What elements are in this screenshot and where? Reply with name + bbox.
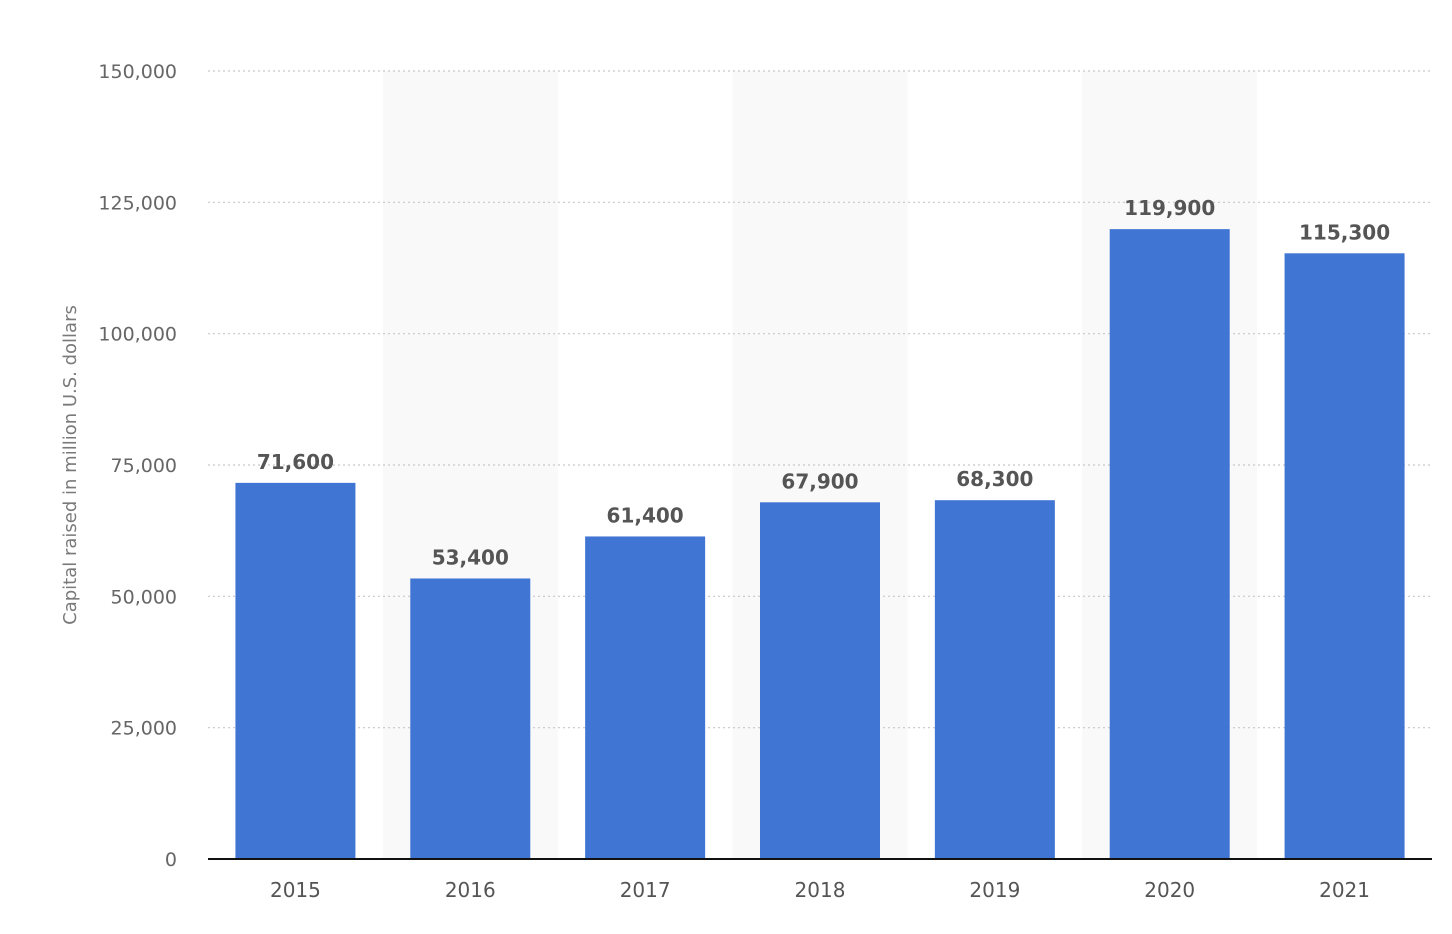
- x-tick-label: 2019: [969, 878, 1020, 902]
- y-tick-label: 50,000: [111, 586, 177, 608]
- x-tick-label: 2015: [270, 878, 321, 902]
- x-tick-label: 2020: [1144, 878, 1195, 902]
- value-label: 53,400: [432, 545, 509, 569]
- y-axis-ticks: 0 25,000 50,000 75,000 100,000 125,000 150,000: [98, 61, 177, 871]
- y-axis-title: Capital raised in million U.S. dollars: [60, 305, 81, 625]
- value-label: 115,300: [1299, 220, 1390, 244]
- value-label: 61,400: [607, 503, 684, 527]
- value-label: 68,300: [956, 467, 1033, 491]
- x-tick-label: 2017: [620, 878, 671, 902]
- x-axis-ticks: 2015 2016 2017 2018 2019 2020 2021: [270, 878, 1370, 902]
- x-tick-label: 2016: [445, 878, 496, 902]
- value-labels: 71,600 53,400 61,400 67,900 68,300 119,900 115…: [257, 196, 1390, 569]
- value-label: 71,600: [257, 450, 334, 474]
- x-tick-label: 2018: [795, 878, 846, 902]
- bar: [235, 482, 356, 859]
- y-tick-label: 100,000: [98, 324, 177, 346]
- y-tick-label: 150,000: [98, 61, 177, 83]
- bars: [235, 229, 1405, 860]
- x-tick-label: 2021: [1319, 878, 1370, 902]
- y-tick-label: 75,000: [111, 455, 177, 477]
- bar: [934, 500, 1055, 859]
- y-tick-label: 125,000: [98, 192, 177, 214]
- bar: [1109, 229, 1230, 859]
- value-label: 67,900: [781, 469, 858, 493]
- bar: [585, 536, 706, 859]
- y-tick-label: 0: [165, 849, 177, 871]
- value-label: 119,900: [1124, 196, 1215, 220]
- bar: [1284, 253, 1405, 860]
- bar: [760, 502, 880, 859]
- y-tick-label: 25,000: [111, 718, 177, 740]
- bar: [410, 578, 531, 859]
